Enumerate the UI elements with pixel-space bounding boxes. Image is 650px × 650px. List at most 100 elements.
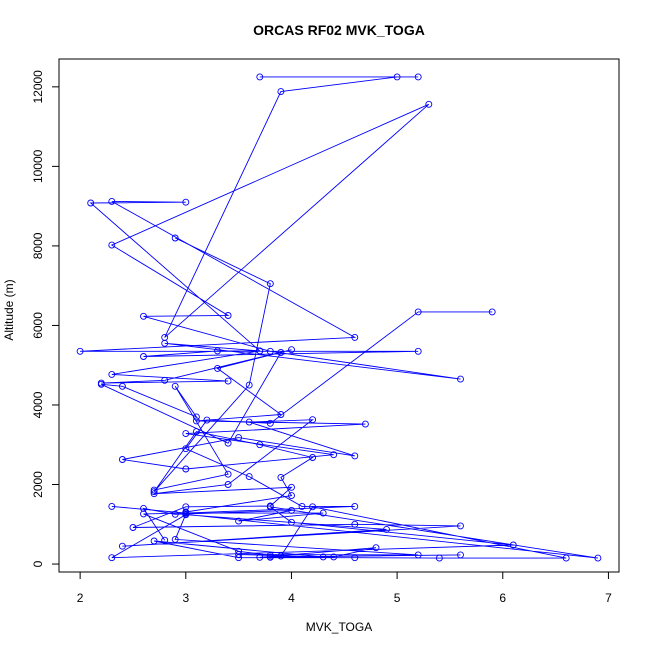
data-point	[140, 504, 147, 512]
data-point	[351, 554, 359, 562]
data-point	[150, 488, 158, 496]
data-point	[414, 347, 422, 355]
y-tick-label: 6000	[31, 312, 45, 339]
data-point	[277, 552, 285, 560]
data-point	[277, 88, 285, 96]
data-point	[182, 430, 190, 438]
data-point	[457, 375, 464, 383]
data-point	[140, 353, 147, 360]
y-axis: 0 2000 4000 6000 8000 10000 12000	[31, 70, 60, 567]
data-point	[161, 339, 169, 347]
data-point	[224, 439, 232, 447]
data-point	[214, 364, 221, 372]
data-point	[256, 73, 264, 81]
data-point	[266, 347, 274, 355]
data-point	[383, 525, 390, 533]
data-point	[171, 382, 179, 390]
data-point	[224, 312, 232, 319]
y-tick-label: 12000	[31, 70, 45, 104]
data-point	[351, 333, 359, 341]
series-line	[111, 311, 493, 514]
data-point	[171, 510, 179, 518]
data-point	[182, 445, 190, 453]
data-point	[288, 492, 295, 500]
x-tick-label: 3	[182, 591, 189, 605]
data-point	[182, 465, 190, 473]
series-3	[150, 234, 317, 516]
data-point	[256, 441, 264, 449]
data-point	[224, 481, 232, 488]
data-point	[288, 483, 295, 491]
y-tick-label: 4000	[31, 391, 45, 418]
data-point	[277, 473, 285, 481]
data-point	[425, 100, 433, 108]
data-point	[108, 370, 116, 378]
data-point	[330, 553, 338, 561]
series-line	[80, 76, 598, 559]
y-axis-label: Altitude (m)	[2, 279, 16, 340]
data-point	[393, 73, 401, 81]
data-point	[351, 452, 359, 460]
data-point	[562, 554, 570, 562]
data-point	[330, 451, 338, 459]
data-point	[161, 376, 169, 384]
data-point	[192, 417, 200, 425]
x-axis-label: MVK_TOGA	[306, 620, 372, 634]
data-point	[288, 518, 295, 526]
data-point	[235, 517, 243, 525]
data-point	[245, 381, 253, 389]
data-point	[414, 73, 422, 81]
x-tick-label: 4	[288, 591, 295, 605]
x-tick-label: 5	[394, 591, 401, 605]
series-5	[140, 504, 327, 559]
data-point	[140, 510, 147, 518]
data-point	[161, 536, 169, 544]
data-point	[288, 506, 295, 514]
data-point	[435, 554, 443, 562]
data-point	[298, 502, 306, 510]
data-point	[457, 551, 464, 559]
data-point	[108, 502, 116, 510]
data-point	[256, 347, 264, 355]
data-point	[118, 542, 126, 550]
data-point	[277, 349, 285, 356]
data-point	[319, 509, 327, 517]
series-layer	[76, 73, 602, 562]
data-point	[277, 411, 285, 418]
data-point	[129, 524, 137, 531]
data-point	[372, 544, 380, 552]
data-point	[288, 346, 295, 354]
data-point	[76, 347, 84, 355]
data-point	[488, 308, 496, 316]
series-line	[153, 237, 314, 513]
data-point	[118, 382, 126, 390]
data-point	[192, 413, 200, 421]
chart-title: ORCAS RF02 MVK_TOGA	[253, 22, 425, 38]
data-point	[182, 198, 190, 206]
data-point	[509, 541, 517, 549]
data-point	[182, 509, 190, 517]
x-tick-label: 6	[499, 591, 506, 605]
data-point	[108, 554, 116, 562]
data-point	[266, 419, 274, 427]
data-point	[150, 537, 158, 545]
data-point	[203, 416, 211, 424]
data-point	[224, 470, 232, 478]
data-point	[414, 308, 422, 316]
data-point	[245, 473, 253, 481]
data-point	[457, 522, 464, 530]
data-point	[108, 197, 116, 205]
data-point	[97, 380, 105, 388]
data-point	[414, 551, 422, 559]
data-point	[214, 347, 221, 355]
data-point	[224, 377, 232, 385]
data-point	[108, 241, 116, 249]
data-point	[171, 535, 179, 543]
data-point	[171, 234, 179, 242]
y-tick-label: 0	[31, 560, 45, 567]
data-point	[150, 490, 158, 498]
data-point	[309, 454, 317, 461]
data-point	[319, 553, 327, 561]
